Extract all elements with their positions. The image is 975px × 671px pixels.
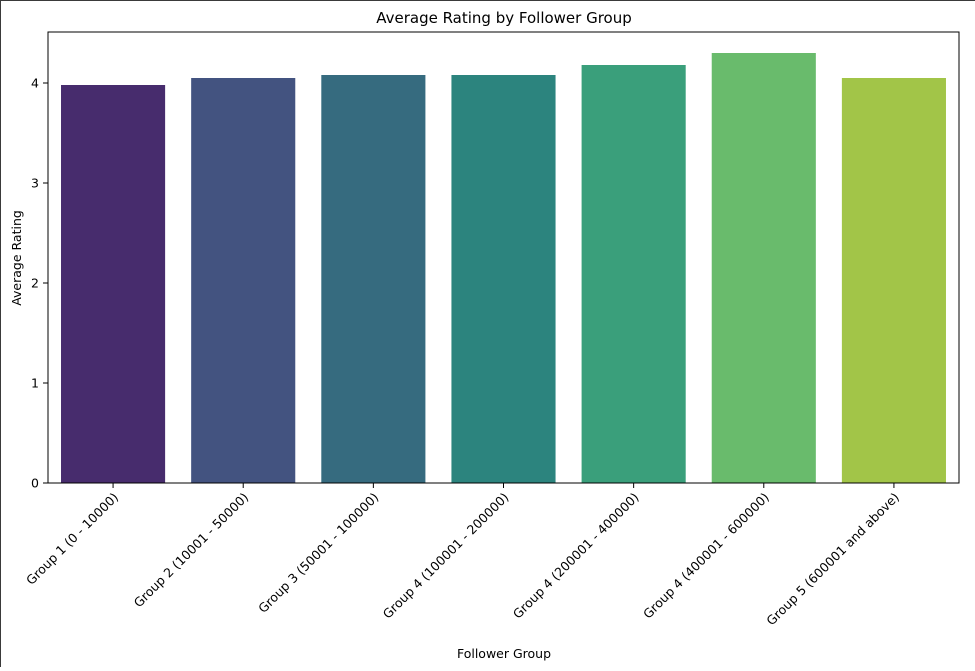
y-tick-label: 4 bbox=[31, 76, 39, 91]
y-axis-label: Average Rating bbox=[9, 210, 24, 306]
x-tick-label: Group 3 (50001 - 100000) bbox=[255, 490, 381, 616]
y-tick-label: 1 bbox=[31, 376, 39, 391]
x-tick-label: Group 5 (600001 and above) bbox=[763, 490, 902, 629]
x-tick-label: Group 4 (400001 - 600000) bbox=[640, 490, 772, 622]
y-tick-label: 2 bbox=[31, 276, 39, 291]
chart-title: Average Rating by Follower Group bbox=[376, 9, 632, 27]
y-tick-label: 3 bbox=[31, 176, 39, 191]
x-tick-label: Group 1 (0 - 10000) bbox=[23, 490, 121, 588]
x-tick-label: Group 4 (200001 - 400000) bbox=[510, 490, 642, 622]
plot-area: 0 1 2 3 4 Group 1 (0 - 10000) Group 2 (10001 -… bbox=[23, 31, 960, 629]
bar-7 bbox=[841, 78, 946, 483]
y-tick-label: 0 bbox=[31, 476, 39, 491]
x-tick-label: Group 2 (10001 - 50000) bbox=[131, 490, 252, 611]
bar-5 bbox=[581, 65, 686, 483]
x-tick-label: Group 4 (100001 - 200000) bbox=[380, 490, 512, 622]
bar-2 bbox=[191, 78, 296, 483]
x-axis-label: Follower Group bbox=[457, 646, 551, 661]
bar-4 bbox=[451, 75, 556, 483]
bar-1 bbox=[61, 85, 166, 483]
bar-6 bbox=[711, 53, 816, 483]
bar-3 bbox=[321, 75, 426, 483]
